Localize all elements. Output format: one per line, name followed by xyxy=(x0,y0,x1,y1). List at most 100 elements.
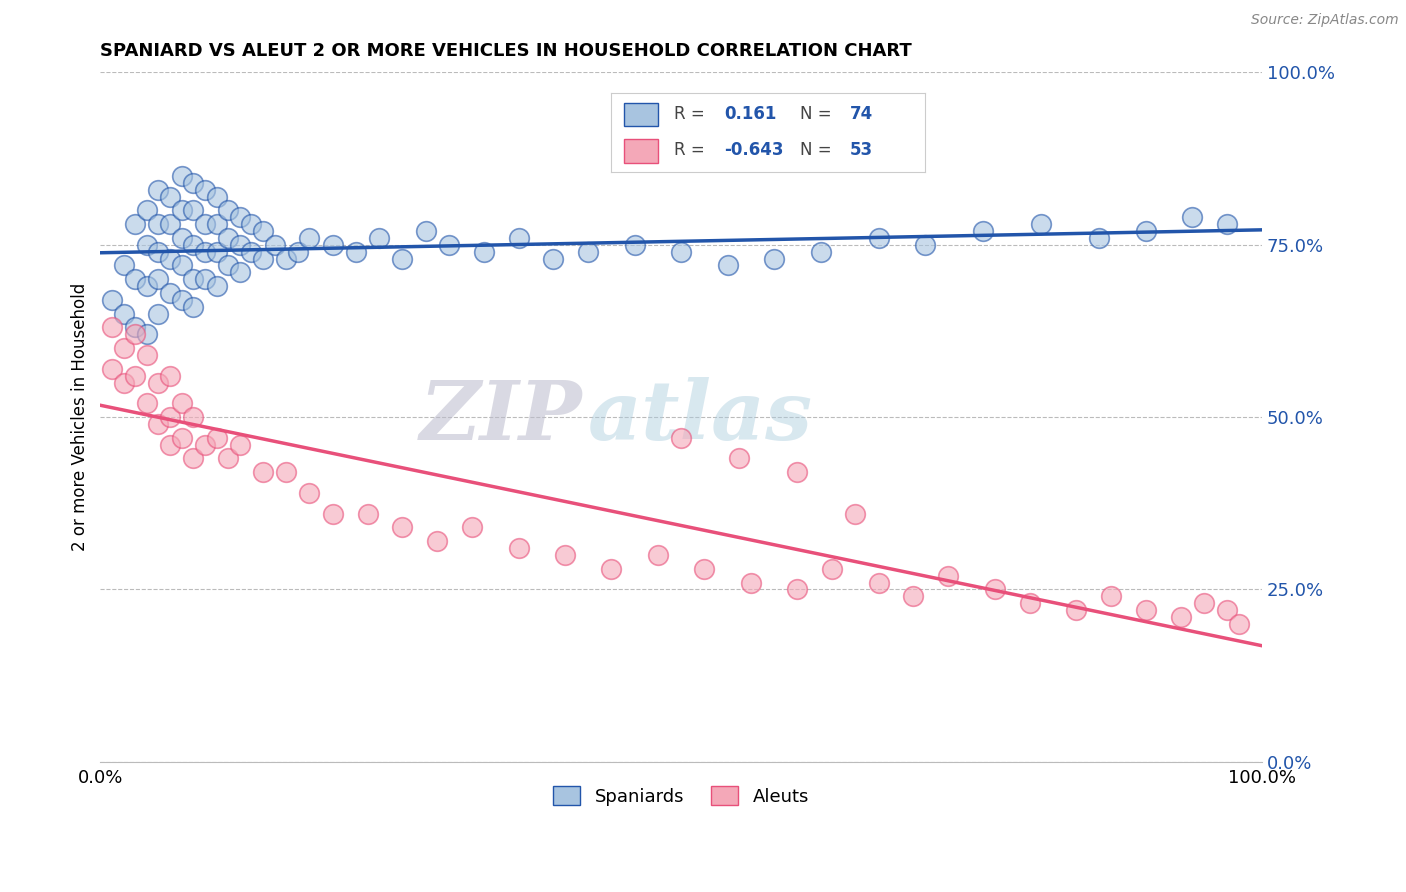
Point xyxy=(135,348,157,362)
Point xyxy=(181,237,204,252)
Point xyxy=(205,189,228,203)
Point xyxy=(263,237,285,252)
Point xyxy=(821,562,844,576)
Point xyxy=(1031,217,1053,231)
Legend: Spaniards, Aleuts: Spaniards, Aleuts xyxy=(544,778,818,814)
Point xyxy=(508,231,530,245)
Point xyxy=(1170,610,1192,624)
Point xyxy=(344,244,367,259)
Point xyxy=(868,575,890,590)
Point xyxy=(194,438,217,452)
Point xyxy=(124,320,146,334)
Point xyxy=(205,244,228,259)
Point xyxy=(124,217,146,231)
Point xyxy=(426,534,449,549)
Point xyxy=(240,217,263,231)
Point xyxy=(287,244,309,259)
Point xyxy=(1181,210,1204,224)
Point xyxy=(170,259,193,273)
Point xyxy=(148,217,170,231)
Point xyxy=(159,438,181,452)
Point xyxy=(112,341,135,355)
Point xyxy=(1216,603,1239,617)
Point xyxy=(903,590,925,604)
Point xyxy=(159,368,181,383)
Point xyxy=(148,244,170,259)
Point xyxy=(205,279,228,293)
Point xyxy=(124,327,146,342)
Point xyxy=(240,244,263,259)
Point xyxy=(298,486,321,500)
Point xyxy=(194,183,217,197)
Point xyxy=(229,265,252,279)
Point xyxy=(368,231,391,245)
Text: SPANIARD VS ALEUT 2 OR MORE VEHICLES IN HOUSEHOLD CORRELATION CHART: SPANIARD VS ALEUT 2 OR MORE VEHICLES IN … xyxy=(100,42,912,60)
Point xyxy=(1018,596,1040,610)
Point xyxy=(576,244,599,259)
Point xyxy=(740,575,762,590)
Point xyxy=(972,224,994,238)
Point xyxy=(1064,603,1087,617)
Point xyxy=(194,244,217,259)
Point xyxy=(205,431,228,445)
Text: atlas: atlas xyxy=(588,377,813,457)
Point xyxy=(217,203,239,218)
Point xyxy=(112,376,135,390)
Point xyxy=(461,520,484,534)
Point xyxy=(101,293,124,307)
Point xyxy=(217,231,239,245)
Point xyxy=(252,224,274,238)
Point xyxy=(148,376,170,390)
Point xyxy=(159,252,181,266)
Point xyxy=(252,252,274,266)
Point xyxy=(914,237,936,252)
Point xyxy=(135,396,157,410)
Point xyxy=(1227,616,1250,631)
Point xyxy=(763,252,786,266)
Point xyxy=(112,259,135,273)
Point xyxy=(1088,231,1111,245)
Point xyxy=(391,520,413,534)
Text: ZIP: ZIP xyxy=(420,377,582,457)
Point xyxy=(1099,590,1122,604)
Point xyxy=(148,183,170,197)
Point xyxy=(437,237,460,252)
Point xyxy=(276,465,298,479)
Point xyxy=(181,300,204,314)
Point xyxy=(170,231,193,245)
Point xyxy=(170,396,193,410)
Point xyxy=(1135,603,1157,617)
Point xyxy=(159,217,181,231)
Point xyxy=(554,548,576,562)
Point xyxy=(716,259,738,273)
Point xyxy=(101,320,124,334)
Point xyxy=(1192,596,1215,610)
Point xyxy=(229,237,252,252)
Point xyxy=(229,210,252,224)
Point xyxy=(148,307,170,321)
Point xyxy=(135,327,157,342)
Point xyxy=(623,237,645,252)
Point xyxy=(217,259,239,273)
Point xyxy=(322,507,344,521)
Point xyxy=(181,272,204,286)
Point xyxy=(181,203,204,218)
Point xyxy=(159,410,181,425)
Point xyxy=(170,203,193,218)
Point xyxy=(508,541,530,555)
Point xyxy=(181,451,204,466)
Point xyxy=(868,231,890,245)
Point xyxy=(543,252,565,266)
Point xyxy=(159,189,181,203)
Point xyxy=(148,272,170,286)
Point xyxy=(170,169,193,183)
Point xyxy=(229,438,252,452)
Text: Source: ZipAtlas.com: Source: ZipAtlas.com xyxy=(1251,13,1399,28)
Y-axis label: 2 or more Vehicles in Household: 2 or more Vehicles in Household xyxy=(72,283,89,551)
Point xyxy=(983,582,1005,597)
Point xyxy=(647,548,669,562)
Point xyxy=(181,176,204,190)
Point xyxy=(356,507,378,521)
Point xyxy=(669,244,692,259)
Point xyxy=(159,285,181,300)
